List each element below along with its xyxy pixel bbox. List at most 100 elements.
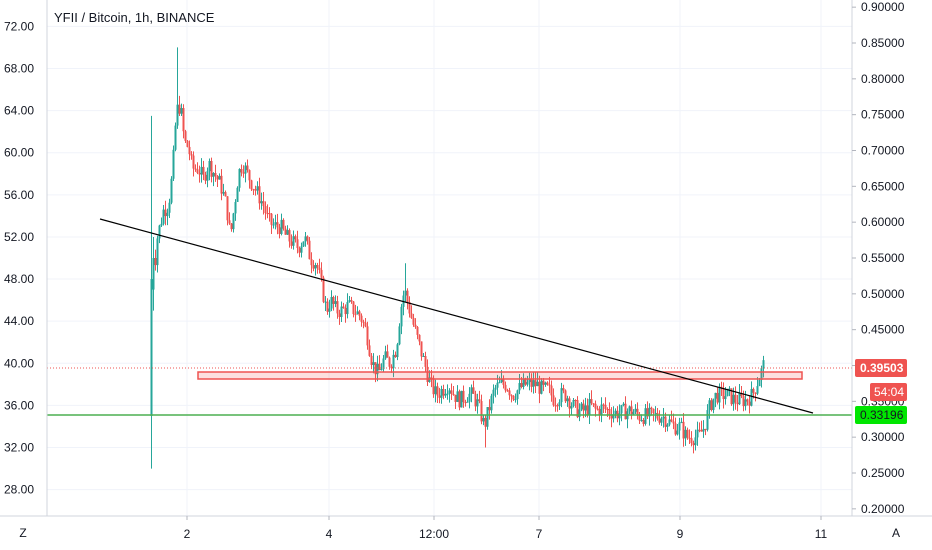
candle-body — [498, 382, 501, 384]
candle-body — [452, 394, 455, 396]
candle-body — [338, 313, 341, 317]
candle-body — [492, 389, 495, 396]
candle-body — [292, 236, 295, 246]
candle-body — [184, 131, 187, 141]
candle-body — [590, 399, 593, 404]
candle-body — [618, 413, 621, 419]
candle-body — [580, 403, 583, 410]
candle-body — [680, 421, 683, 423]
candle-body — [708, 400, 711, 411]
candle-body — [362, 321, 365, 323]
support-price-label-bg — [855, 406, 907, 424]
candle-body — [308, 240, 311, 260]
candle-body — [324, 301, 327, 303]
trendline[interactable] — [99, 218, 814, 414]
candle-body — [476, 399, 479, 407]
candle-body — [546, 382, 549, 385]
left-tick-label: 48.00 — [4, 272, 34, 286]
candle-body — [418, 334, 421, 342]
support-price-label: 0.33196 — [855, 406, 907, 424]
x-tick-label: 7 — [536, 527, 543, 541]
candle-body — [622, 403, 625, 406]
candle-body — [570, 406, 573, 409]
resistance-zone[interactable] — [197, 371, 803, 380]
candle-body — [460, 390, 463, 408]
drawings — [47, 218, 852, 416]
candle-body — [450, 390, 453, 395]
candle-body — [272, 224, 275, 226]
candle-body — [368, 345, 371, 356]
candle-body — [422, 356, 425, 358]
candle-body — [260, 201, 263, 204]
candle-body — [214, 172, 217, 177]
right-tick-label: 0.45000 — [861, 323, 905, 337]
candle-body — [432, 378, 435, 395]
candle-body — [596, 408, 599, 410]
candle-body — [758, 379, 761, 387]
chart-title: YFII / Bitcoin, 1h, BINANCE — [54, 10, 215, 25]
left-tick-label: 60.00 — [4, 146, 34, 160]
candle-body — [582, 403, 585, 411]
countdown-label-bg — [870, 383, 907, 401]
candle-body — [196, 169, 199, 173]
candle-body — [660, 418, 663, 423]
candle-body — [372, 362, 375, 365]
candle-body — [538, 381, 541, 394]
candle-body — [330, 296, 333, 309]
candle-body — [226, 196, 229, 221]
candle-body — [672, 421, 675, 424]
left-tick-label: 36.00 — [4, 398, 34, 412]
candle-body — [664, 416, 667, 427]
candle-body — [572, 400, 575, 407]
candle-body — [420, 341, 423, 357]
candle-body — [684, 429, 687, 439]
candle-body — [390, 366, 393, 369]
candle-body — [728, 388, 731, 390]
candle-body — [606, 409, 609, 411]
candle-body — [724, 396, 727, 400]
candle-body — [632, 411, 635, 415]
candle-body — [540, 380, 543, 394]
candle-body — [150, 279, 153, 416]
candle-body — [258, 186, 261, 204]
candle-body — [252, 189, 255, 191]
left-tick-label: 68.00 — [4, 61, 34, 75]
candle-body — [584, 405, 587, 411]
candle-body — [286, 230, 289, 235]
candle-body — [370, 355, 373, 365]
candle-body — [344, 307, 347, 315]
candle-body — [376, 363, 379, 375]
candle-body — [202, 166, 205, 175]
candle-body — [404, 290, 407, 296]
candle-body — [464, 402, 467, 404]
candle-body — [602, 404, 605, 406]
candle-body — [576, 400, 579, 418]
candle-body — [718, 386, 721, 403]
candle-body — [434, 386, 437, 395]
candle-body — [544, 382, 547, 385]
candle-body — [648, 407, 651, 417]
candle-body — [490, 395, 493, 411]
x-tick-label: 12:00 — [419, 527, 449, 541]
candle-body — [642, 420, 645, 424]
candle-body — [754, 392, 757, 394]
candle-body — [532, 380, 535, 387]
candle-body — [746, 399, 749, 402]
candle-body — [222, 192, 225, 194]
candle-body — [380, 369, 383, 371]
candle-body — [704, 428, 707, 430]
candle-body — [668, 419, 671, 425]
candle-body — [514, 399, 517, 401]
candle-body — [178, 104, 181, 114]
candle-body — [744, 399, 747, 407]
last-price-label: 0.39503 — [855, 359, 907, 377]
candle-body — [686, 429, 689, 438]
countdown-value: 54:04 — [874, 385, 904, 399]
right-axis-scale-button[interactable]: A — [891, 526, 900, 540]
candle-body — [676, 430, 679, 435]
candle-body — [526, 382, 529, 385]
left-axis-scale-button[interactable]: Z — [19, 526, 27, 540]
candle-body — [192, 155, 195, 169]
candle-body — [468, 393, 471, 402]
